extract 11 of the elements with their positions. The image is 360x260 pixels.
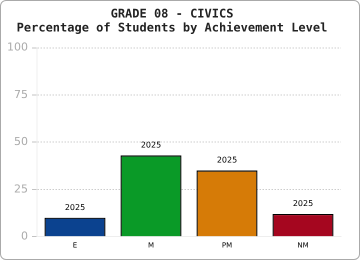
series-label: 2025: [64, 202, 86, 212]
y-tick-label: 25: [14, 182, 28, 196]
text: 2025: [216, 156, 238, 165]
y-tick-label: 100: [6, 40, 28, 54]
chart-title: GRADE 08 - CIVICS: [110, 6, 234, 20]
y-tick-label: 50: [14, 135, 28, 148]
text: 2025: [292, 199, 314, 208]
text: 2025: [140, 140, 162, 150]
y-tick-label: 75: [14, 88, 28, 101]
chart-subtitle: Percentage of Students by Achievement Level: [16, 20, 328, 35]
y-tick-label: 0: [20, 229, 28, 242]
